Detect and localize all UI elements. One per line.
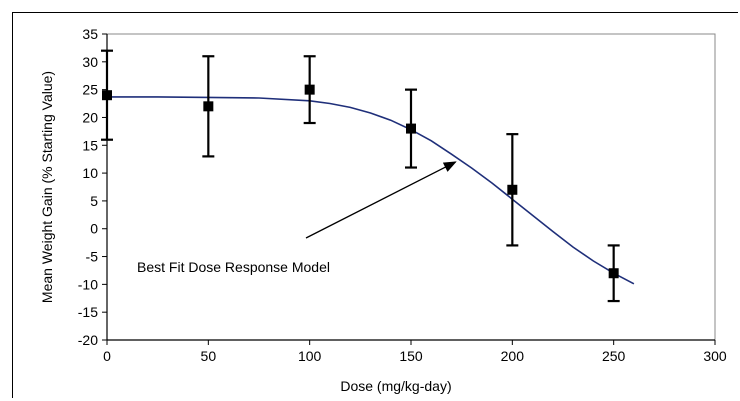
y-tick-label: 5	[90, 193, 98, 209]
fit-curve-group	[107, 96, 635, 285]
x-tick-group: 0 50 100 150 200 250 300	[103, 340, 727, 364]
annotation-group: Best Fit Dose Response Model	[137, 161, 457, 275]
fit-curve	[107, 96, 635, 285]
axes	[106, 34, 715, 341]
chart-frame	[12, 12, 738, 398]
data-point-marker	[102, 90, 112, 101]
annotation-label: Best Fit Dose Response Model	[137, 259, 330, 275]
plot-area	[106, 33, 716, 341]
y-tick-label: 15	[82, 137, 98, 153]
data-point-marker	[203, 101, 214, 112]
y-tick-label: -10	[78, 276, 98, 292]
y-tick-label: 20	[82, 109, 98, 125]
x-tick-label: 0	[103, 348, 111, 364]
y-tick-label: 0	[90, 221, 98, 237]
y-axis-label: Mean Weight Gain (% Starting Value)	[39, 71, 55, 303]
y-tick-label: -20	[78, 332, 98, 348]
x-tick-label: 300	[703, 348, 727, 364]
data-point-marker	[406, 123, 416, 134]
data-point-marker	[507, 184, 518, 195]
x-tick-label: 150	[399, 348, 423, 364]
marker-group	[102, 84, 619, 279]
y-tick-group: 35 30 25 20 15 10 5 0 -5 -10 -15 -20	[78, 26, 107, 348]
y-tick-label: -15	[78, 304, 98, 320]
data-point-marker	[608, 268, 619, 279]
x-axis-label: Dose (mg/kg-day)	[340, 378, 451, 394]
data-point-marker	[304, 84, 315, 95]
y-tick-label: 25	[82, 82, 98, 98]
y-tick-label: -5	[86, 249, 99, 265]
x-tick-label: 50	[201, 348, 217, 364]
annotation-arrow	[305, 161, 457, 239]
x-tick-label: 250	[602, 348, 626, 364]
y-tick-label: 30	[82, 54, 98, 70]
x-tick-label: 200	[501, 348, 525, 364]
y-tick-label: 35	[82, 26, 98, 42]
y-tick-label: 10	[82, 165, 98, 181]
x-tick-label: 100	[298, 348, 322, 364]
error-bar-group	[101, 49, 620, 303]
